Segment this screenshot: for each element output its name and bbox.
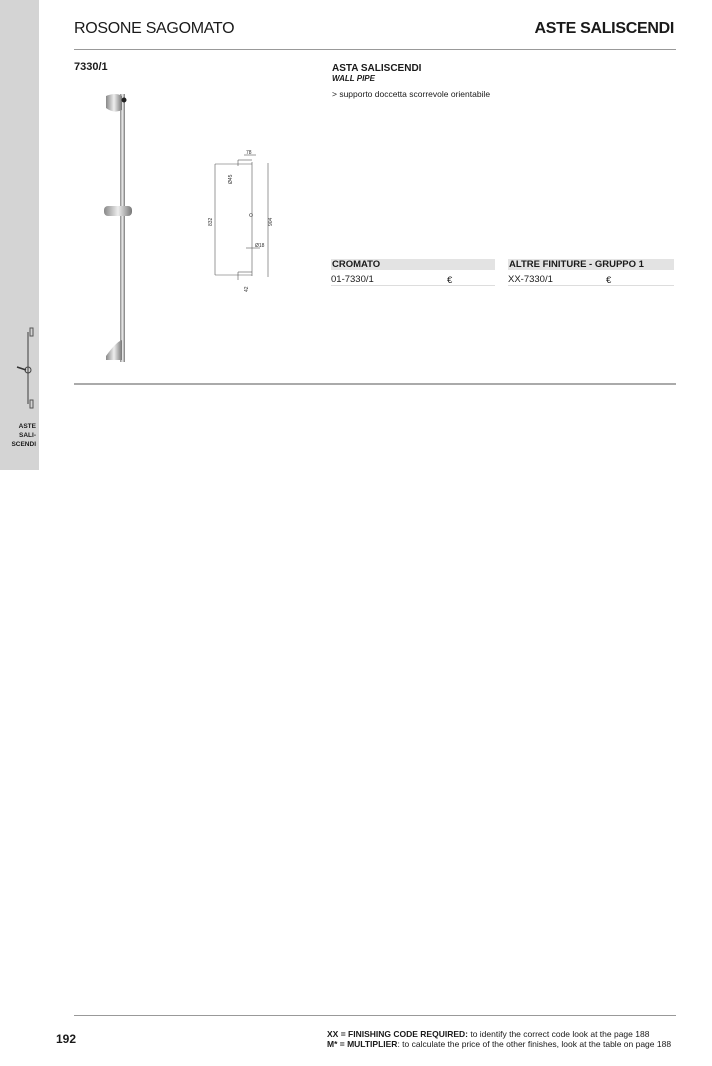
product-name: ASTA SALISCENDI bbox=[332, 63, 422, 74]
technical-drawing: 78 Ø45 832 904 Ø18 42 bbox=[208, 150, 274, 292]
wall-pipe-thumbnail-icon bbox=[16, 327, 34, 409]
product-name-en: WALL PIPE bbox=[332, 74, 375, 83]
product-feature: > supporto doccetta scorrevole orientabi… bbox=[332, 89, 491, 99]
dim-center: 832 bbox=[208, 217, 214, 226]
dim-length: 904 bbox=[268, 217, 274, 226]
price-row-cromato: 01-7330/1 € bbox=[331, 274, 495, 286]
price-row-other-finishes: XX-7330/1 € bbox=[508, 274, 674, 286]
dim-rosette: Ø45 bbox=[228, 174, 234, 184]
dim-base: 42 bbox=[244, 286, 250, 292]
sidebar-tab-label: ASTE SALI- SCENDI bbox=[11, 423, 36, 448]
dim-pipe: Ø18 bbox=[255, 243, 265, 249]
footer-divider bbox=[74, 1015, 676, 1016]
header-left-title: ROSONE SAGOMATO bbox=[74, 20, 235, 37]
header-right-title: ASTE SALISCENDI bbox=[534, 20, 674, 37]
header-divider bbox=[74, 49, 676, 50]
page-number: 192 bbox=[56, 1032, 77, 1046]
price-header-other-finishes: ALTRE FINITURE - GRUPPO 1 bbox=[508, 259, 674, 270]
price-header-cromato: CROMATO bbox=[331, 259, 495, 270]
section-sidebar-tab: ASTE SALI- SCENDI bbox=[0, 0, 39, 470]
dim-width: 78 bbox=[246, 150, 252, 156]
footer-notes: XX = FINISHING CODE REQUIRED: to identif… bbox=[327, 1029, 672, 1049]
section-divider bbox=[74, 383, 676, 385]
product-photo bbox=[104, 94, 132, 362]
product-code: 7330/1 bbox=[74, 61, 108, 73]
